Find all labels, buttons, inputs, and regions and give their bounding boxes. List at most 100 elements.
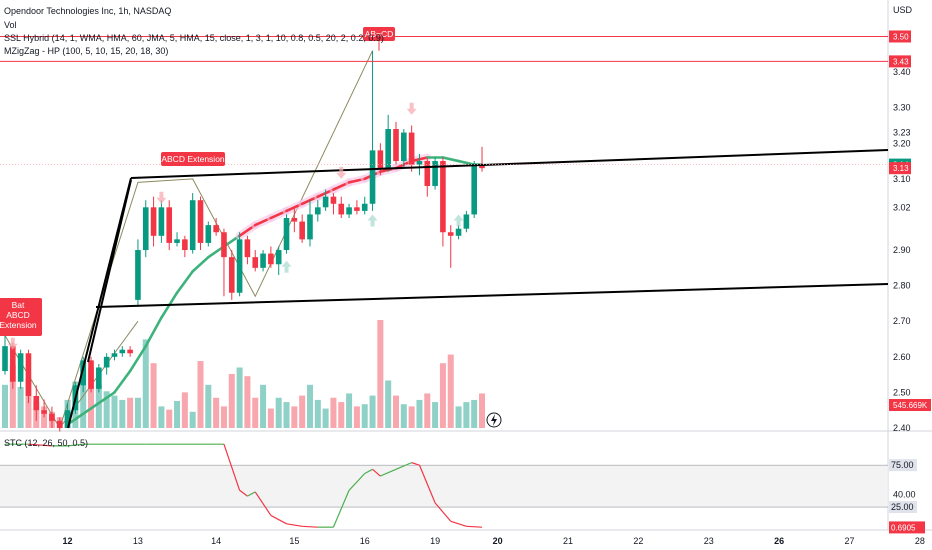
vol-legend: Vol [4, 20, 17, 30]
volume-bar [88, 367, 95, 428]
volume-bar [346, 393, 353, 428]
ssl-baseline [66, 153, 484, 426]
price-label-box [889, 162, 911, 175]
stc-line [247, 491, 256, 497]
candle-body [10, 346, 16, 382]
trend-line [67, 177, 132, 429]
volume-bar [158, 406, 165, 428]
candle-body [361, 203, 368, 211]
bat-label-box [0, 298, 42, 336]
up-arrow-icon [367, 214, 378, 227]
volume-bar [408, 406, 415, 428]
candle-body [25, 353, 32, 396]
stc-line [348, 473, 366, 491]
stc-label: 75.00 [891, 460, 914, 470]
price-tick: 2.50 [893, 387, 911, 397]
candle-body [260, 253, 266, 268]
stc-label: 40.00 [893, 489, 916, 499]
zigzag-lines [4, 50, 373, 430]
trend-lines[interactable] [67, 149, 889, 429]
volume-bar [150, 363, 157, 428]
price-label-box [889, 30, 911, 43]
stc-line [380, 468, 397, 477]
price-tick: 3.30 [893, 103, 911, 113]
candle-body [424, 161, 431, 186]
candle-body [385, 129, 391, 169]
stc-line [286, 523, 303, 527]
candle-body [41, 410, 47, 414]
candle-body [455, 228, 462, 236]
price-axis: USD 3.40 3.30 3.20 3.10 3.02 2.90 2.80 2.70 2.60 2… [486, 5, 931, 534]
price-tick: 2.40 [893, 423, 911, 433]
stc-line [411, 462, 420, 466]
down-arrow-icon [7, 337, 18, 350]
volume-bar [471, 399, 478, 428]
volume-bar [111, 395, 118, 428]
candle-body [244, 239, 251, 258]
trend-line [130, 149, 889, 179]
candle-body [174, 239, 180, 243]
stc-line [332, 490, 350, 528]
candle-body [236, 239, 243, 293]
volume-bar [353, 406, 360, 428]
time-tick: 21 [563, 536, 573, 546]
stc-band [0, 465, 888, 508]
down-arrow-icon [336, 166, 347, 179]
volume-bar [330, 397, 337, 428]
stc-label-box [889, 459, 917, 472]
candle-body [64, 410, 71, 428]
candle-body [447, 232, 454, 236]
time-tick: 15 [289, 536, 299, 546]
volume-bar [213, 397, 220, 428]
candle-body [49, 413, 55, 421]
candle-body [96, 367, 102, 389]
candle-body [338, 203, 345, 215]
volume-bar [338, 402, 345, 428]
volume-bar [142, 339, 149, 428]
price-tick: 2.70 [893, 316, 911, 326]
volume-bar [283, 402, 290, 428]
candle-body [127, 349, 133, 354]
candle-body [103, 356, 110, 368]
time-tick: 13 [133, 536, 143, 546]
candle-body [479, 164, 485, 169]
chart-title: Opendoor Technologies Inc, 1h, NASDAQ [4, 6, 172, 16]
candle-body [401, 132, 407, 162]
candle-body [440, 161, 446, 233]
volume-bar [205, 384, 212, 428]
stc-line [395, 462, 412, 470]
candle-body [291, 218, 298, 222]
candle-body [197, 200, 204, 243]
volume-bar [252, 397, 259, 428]
candle-body [213, 225, 219, 233]
price-tick: 2.80 [893, 281, 911, 291]
stc-line [302, 525, 318, 528]
horizontal-lines[interactable] [0, 35, 888, 166]
volume-bar [400, 404, 407, 428]
time-tick: 23 [704, 536, 714, 546]
time-tick: 20 [493, 536, 503, 546]
volume-bar [291, 406, 298, 428]
volume-bar [244, 376, 251, 428]
abcd-extension-label-text: ABCD Extension [161, 154, 225, 164]
candle-body [135, 250, 141, 300]
volume-bar [393, 395, 399, 428]
ssl-line [175, 270, 194, 295]
ssl-line [97, 391, 116, 405]
volume-label-box [889, 399, 931, 411]
ssl-line [191, 255, 210, 273]
volume-bar [197, 361, 204, 428]
stc-line [434, 502, 452, 522]
currency-label: USD [893, 5, 913, 15]
candle-body [56, 420, 63, 428]
price-tick: 3.20 [893, 138, 911, 148]
candle-body [322, 196, 329, 208]
volume-bar [103, 391, 110, 428]
volume-bars [2, 320, 486, 428]
candle-body [33, 395, 40, 411]
candle-body [2, 346, 8, 372]
price-label: 3.13 [893, 164, 909, 173]
stc-line [28, 443, 52, 447]
